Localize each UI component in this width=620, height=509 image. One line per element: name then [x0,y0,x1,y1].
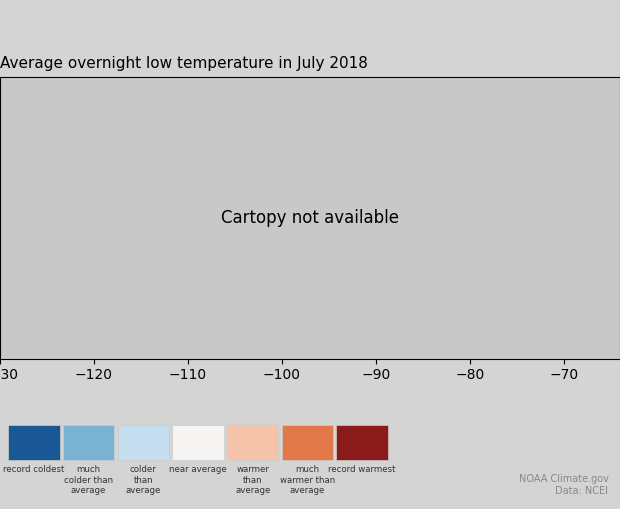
Text: Cartopy not available: Cartopy not available [221,209,399,227]
Text: record warmest: record warmest [329,465,396,474]
Bar [337,425,388,460]
Bar [172,425,224,460]
Text: much
colder than
average: much colder than average [64,465,113,495]
Text: Average overnight low temperature in July 2018: Average overnight low temperature in Jul… [0,56,368,71]
Text: near average: near average [169,465,227,474]
Text: colder
than
average: colder than average [126,465,161,495]
Text: much
warmer than
average: much warmer than average [280,465,335,495]
Bar [281,425,333,460]
Text: record coldest: record coldest [3,465,64,474]
Text: warmer
than
average: warmer than average [235,465,270,495]
Bar [227,425,278,460]
Bar [118,425,169,460]
Bar [9,425,60,460]
Bar [63,425,114,460]
Text: NOAA Climate.gov
Data: NCEI: NOAA Climate.gov Data: NCEI [518,474,608,496]
